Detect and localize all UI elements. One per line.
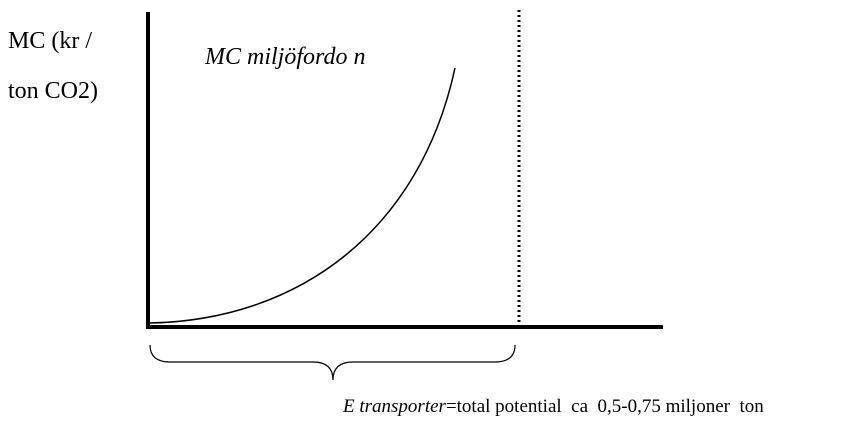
curve-label: MC miljöfordo n [204,44,365,70]
caption-rest: =total potential ca 0,5-0,75 miljoner to… [446,396,764,417]
caption: E transporter=total potential ca 0,5-0,7… [342,396,764,417]
y-axis-label-line1: MC (kr / [8,28,92,54]
caption-italic: E transporter [342,396,447,417]
brace [149,344,516,381]
mc-curve [149,67,456,324]
y-axis-label-line2: ton CO2) [8,78,98,104]
